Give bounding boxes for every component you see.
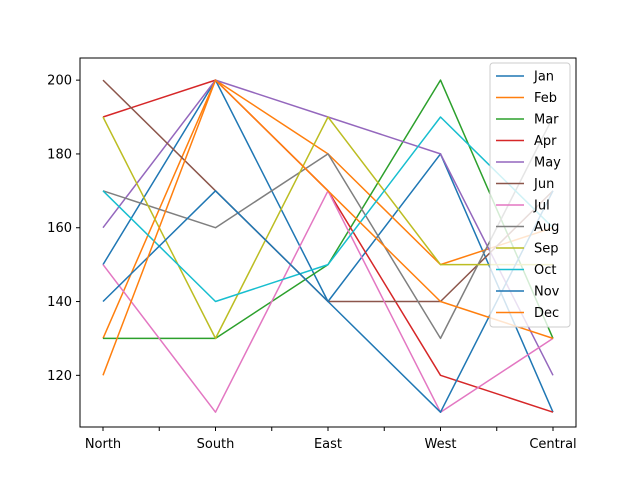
x-tick-label-south: South bbox=[197, 437, 235, 452]
legend-label-dec: Dec bbox=[534, 306, 559, 321]
plot-lines bbox=[102, 79, 554, 413]
x-tick-label-east: East bbox=[314, 437, 342, 452]
series-line-mar bbox=[103, 79, 554, 340]
legend-label-jan: Jan bbox=[533, 70, 554, 85]
legend-label-mar: Mar bbox=[534, 113, 559, 128]
legend-label-jun: Jun bbox=[533, 177, 554, 192]
legend-label-may: May bbox=[534, 156, 561, 171]
legend-label-sep: Sep bbox=[534, 242, 559, 257]
legend-label-feb: Feb bbox=[534, 91, 557, 106]
y-tick-label-140: 140 bbox=[47, 295, 72, 310]
series-line-apr bbox=[102, 79, 554, 413]
series-line-jan bbox=[102, 79, 554, 413]
y-axis: 120 140 160 180 200 bbox=[47, 74, 80, 384]
series-line-aug bbox=[102, 116, 554, 340]
series-line-sep bbox=[102, 116, 553, 340]
y-tick-label-200: 200 bbox=[47, 74, 72, 89]
series-line-oct bbox=[102, 116, 554, 303]
x-tick-label-central: Central bbox=[529, 437, 576, 452]
legend: Jan Feb Mar Apr May Jun Jul Aug Sep Oct Nov Dec bbox=[489, 62, 571, 328]
legend-label-aug: Aug bbox=[534, 220, 559, 235]
y-tick-label-120: 120 bbox=[47, 369, 72, 384]
x-axis: North South East West Central bbox=[85, 427, 577, 452]
series-line-may bbox=[102, 79, 554, 376]
series-line-feb bbox=[102, 79, 554, 339]
series-line-dec bbox=[102, 79, 554, 376]
x-tick-label-north: North bbox=[85, 437, 121, 452]
legend-label-jul: Jul bbox=[533, 199, 550, 214]
legend-label-oct: Oct bbox=[534, 263, 556, 278]
legend-label-apr: Apr bbox=[534, 134, 557, 149]
x-tick-label-west: West bbox=[425, 437, 457, 452]
series-line-nov bbox=[102, 190, 554, 413]
legend-box bbox=[489, 62, 571, 328]
y-tick-label-160: 160 bbox=[47, 221, 72, 236]
legend-label-nov: Nov bbox=[534, 285, 560, 300]
y-tick-label-180: 180 bbox=[47, 147, 72, 162]
